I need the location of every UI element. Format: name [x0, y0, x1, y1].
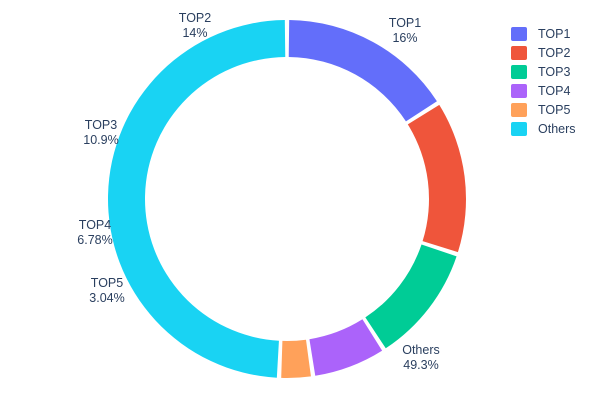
legend-swatch-icon: [511, 83, 527, 98]
slice-label-percent: 3.04%: [89, 291, 125, 305]
legend-item-others[interactable]: Others: [511, 119, 597, 138]
donut-slice[interactable]: [309, 319, 383, 376]
legend-item-top2[interactable]: TOP2: [511, 43, 597, 62]
donut-slice[interactable]: [288, 20, 437, 122]
legend-item-label: TOP2: [538, 45, 571, 60]
slice-label: TOP5 3.04%: [57, 276, 157, 306]
legend-swatch-icon: [511, 26, 527, 41]
slice-label: TOP2 14%: [145, 11, 245, 41]
donut-slice[interactable]: [281, 339, 311, 378]
slice-label-name: TOP2: [178, 11, 212, 25]
slice-label-percent: 16%: [392, 31, 418, 45]
slice-label: TOP1 16%: [355, 16, 455, 46]
slice-label: Others 49.3%: [371, 343, 471, 373]
slice-label-name: TOP4: [78, 218, 112, 232]
legend-item-label: TOP4: [538, 83, 571, 98]
slice-label: TOP3 10.9%: [51, 118, 151, 148]
legend-item-top5[interactable]: TOP5: [511, 100, 597, 119]
legend-swatch-icon: [511, 45, 527, 60]
slice-label-percent: 6.78%: [77, 233, 113, 247]
legend-swatch-icon: [511, 102, 527, 117]
chart-legend[interactable]: TOP1 TOP2 TOP3 TOP4 TOP5 Others: [511, 24, 597, 138]
legend-swatch-icon: [511, 64, 527, 79]
legend-item-label: TOP5: [538, 102, 571, 117]
slice-label-name: TOP3: [84, 118, 118, 132]
legend-item-label: TOP1: [538, 26, 571, 41]
slice-label-percent: 49.3%: [403, 358, 439, 372]
slice-label-name: TOP1: [388, 16, 422, 30]
slice-label-percent: 10.9%: [83, 133, 119, 147]
slice-label-percent: 14%: [182, 26, 208, 40]
legend-swatch-icon: [511, 121, 527, 136]
legend-item-label: Others: [538, 121, 576, 136]
slice-label-name: TOP5: [90, 276, 124, 290]
legend-item-top1[interactable]: TOP1: [511, 24, 597, 43]
donut-slice[interactable]: [365, 244, 457, 349]
donut-slice[interactable]: [407, 104, 466, 253]
slice-label-name: Others: [402, 343, 440, 357]
legend-item-label: TOP3: [538, 64, 571, 79]
slice-label: TOP4 6.78%: [45, 218, 145, 248]
legend-item-top3[interactable]: TOP3: [511, 62, 597, 81]
legend-item-top4[interactable]: TOP4: [511, 81, 597, 100]
donut-slice[interactable]: [108, 20, 286, 378]
donut-slices-group: [108, 20, 466, 378]
